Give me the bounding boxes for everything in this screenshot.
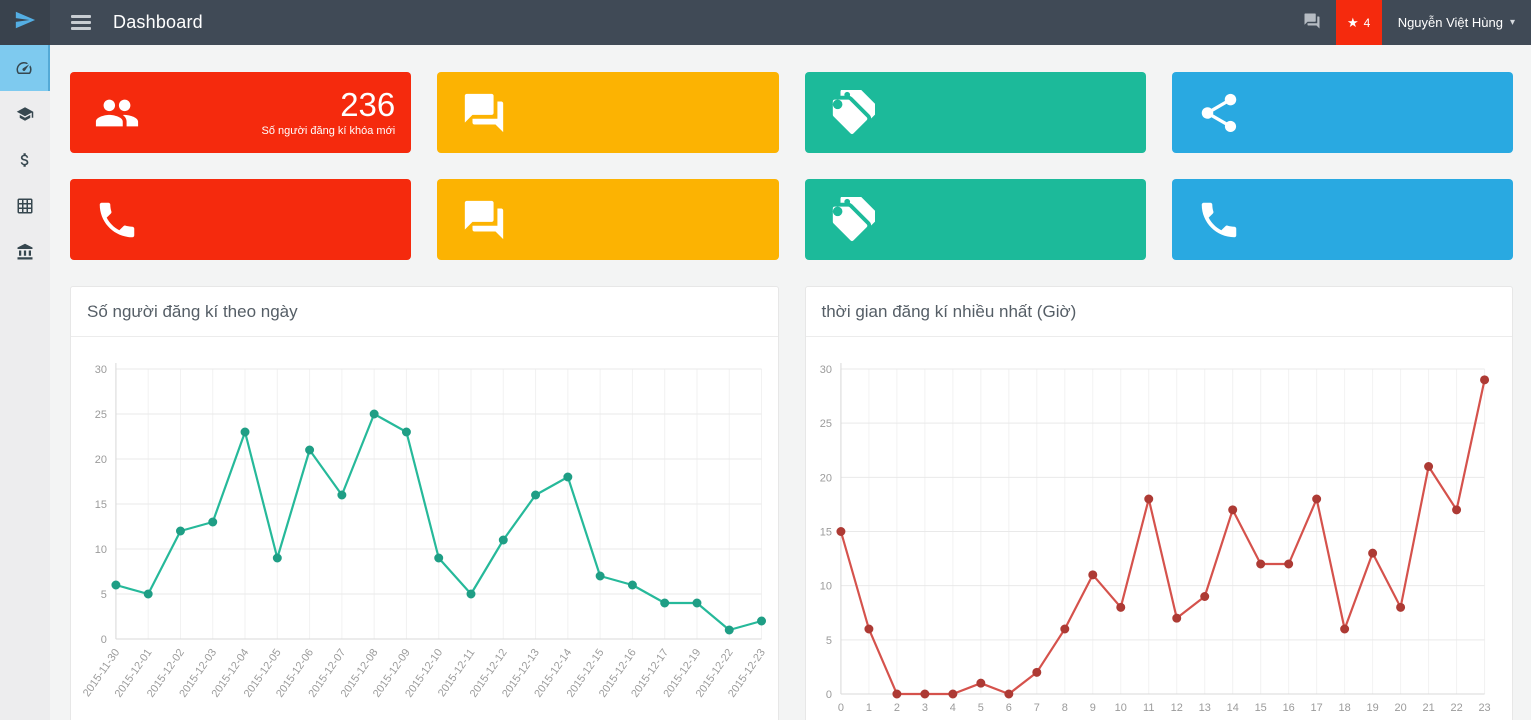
dollar-icon <box>16 151 34 169</box>
svg-text:8: 8 <box>1061 702 1067 714</box>
app-logo[interactable] <box>0 0 50 45</box>
sidebar-item-table[interactable] <box>0 183 50 229</box>
chart-title-daily: Số người đăng kí theo ngày <box>87 302 298 321</box>
sidebar-item-dashboard[interactable] <box>0 45 50 91</box>
svg-text:25: 25 <box>819 418 831 430</box>
comments-icon <box>461 90 507 136</box>
comments-icon <box>461 197 507 243</box>
svg-text:15: 15 <box>819 526 831 538</box>
notification-count: 4 <box>1363 15 1371 30</box>
chart-panels: Số người đăng kí theo ngày 0 5 10 15 20 25 30 2… <box>70 286 1513 720</box>
svg-text:0: 0 <box>825 689 831 701</box>
svg-text:18: 18 <box>1338 702 1350 714</box>
line-chart-daily-registrations[interactable]: 0510152025302015-11-302015-12-012015-12-… <box>71 343 778 720</box>
phone-icon <box>1196 197 1242 243</box>
top-navbar: Dashboard ★ 4 Nguyễn Việt Hùng ▾ <box>0 0 1531 45</box>
sidebar-item-dollar[interactable] <box>0 137 50 183</box>
svg-text:30: 30 <box>95 364 107 376</box>
stat-card-1[interactable]: 236 Số người đăng kí khóa mới <box>70 72 412 153</box>
paper-plane-icon <box>14 9 36 36</box>
comments-icon <box>1303 12 1321 33</box>
stat-cards: 236 Số người đăng kí khóa mới <box>70 72 1513 260</box>
tags-icon <box>828 89 875 136</box>
svg-text:20: 20 <box>1394 702 1406 714</box>
svg-text:0: 0 <box>101 634 107 646</box>
user-name: Nguyễn Việt Hùng <box>1397 15 1503 30</box>
main-content: 236 Số người đăng kí khóa mới Số người đă… <box>50 45 1531 720</box>
svg-text:11: 11 <box>1143 702 1154 714</box>
hamburger-icon <box>71 15 91 18</box>
panel-header: Số người đăng kí theo ngày <box>71 287 778 337</box>
svg-text:21: 21 <box>1422 702 1434 714</box>
svg-text:10: 10 <box>95 544 107 556</box>
svg-text:9: 9 <box>1089 702 1095 714</box>
svg-text:15: 15 <box>1254 702 1266 714</box>
stat-card-2[interactable] <box>437 72 779 153</box>
tags-icon <box>828 196 875 243</box>
svg-text:16: 16 <box>1282 702 1294 714</box>
svg-text:2: 2 <box>893 702 899 714</box>
stat-card-7[interactable] <box>804 179 1146 260</box>
chart-title-hourly: thời gian đăng kí nhiều nhất (Giờ) <box>821 302 1077 321</box>
svg-text:7: 7 <box>1033 702 1039 714</box>
svg-text:10: 10 <box>819 581 831 593</box>
svg-text:14: 14 <box>1226 702 1238 714</box>
caret-down-icon: ▾ <box>1509 17 1515 28</box>
stat-card-6[interactable] <box>437 179 779 260</box>
svg-text:6: 6 <box>1005 702 1011 714</box>
svg-text:15: 15 <box>95 499 107 511</box>
svg-text:5: 5 <box>825 635 831 647</box>
svg-text:5: 5 <box>101 589 107 601</box>
svg-text:12: 12 <box>1170 702 1182 714</box>
svg-text:3: 3 <box>921 702 927 714</box>
svg-text:30: 30 <box>819 364 831 376</box>
svg-text:20: 20 <box>95 454 107 466</box>
stat-card-5[interactable] <box>70 179 412 260</box>
stat-card-3[interactable] <box>804 72 1146 153</box>
messages-button[interactable] <box>1288 0 1336 45</box>
panel-header: thời gian đăng kí nhiều nhất (Giờ) <box>805 287 1512 337</box>
stat-meta: 236 Số người đăng kí khóa mới <box>262 88 396 137</box>
table-icon <box>16 197 34 215</box>
svg-text:22: 22 <box>1450 702 1462 714</box>
page-title: Dashboard <box>113 12 203 32</box>
svg-text:25: 25 <box>95 409 107 421</box>
stat-card-8[interactable] <box>1171 179 1513 260</box>
svg-text:20: 20 <box>819 472 831 484</box>
svg-text:5: 5 <box>977 702 983 714</box>
svg-text:10: 10 <box>1114 702 1126 714</box>
star-icon: ★ <box>1347 15 1359 30</box>
svg-text:17: 17 <box>1310 702 1322 714</box>
share-icon <box>1196 90 1242 136</box>
graduation-cap-icon <box>16 105 34 123</box>
navbar-right: ★ 4 Nguyễn Việt Hùng ▾ <box>1288 0 1531 45</box>
sidebar-item-bank[interactable] <box>0 229 50 275</box>
sidebar-item-graduation-cap[interactable] <box>0 91 50 137</box>
users-icon <box>94 90 140 136</box>
chart-panel-daily: Số người đăng kí theo ngày 0 5 10 15 20 25 30 2… <box>70 286 779 720</box>
svg-text:23: 23 <box>1478 702 1490 714</box>
user-menu[interactable]: Nguyễn Việt Hùng ▾ <box>1382 0 1531 45</box>
stat-label: Số người đăng kí khóa mới <box>261 125 396 137</box>
notifications-badge[interactable]: ★ 4 <box>1335 0 1382 45</box>
svg-text:4: 4 <box>949 702 955 714</box>
sidebar <box>0 45 50 720</box>
svg-text:0: 0 <box>837 702 843 714</box>
chart-panel-hourly: thời gian đăng kí nhiều nhất (Giờ) 0 5 10 1… <box>804 286 1513 720</box>
tachometer-icon <box>15 59 33 77</box>
svg-text:19: 19 <box>1366 702 1378 714</box>
sidebar-toggle-button[interactable] <box>67 11 95 34</box>
phone-icon <box>94 197 140 243</box>
stat-value: 236 <box>340 86 396 123</box>
svg-text:13: 13 <box>1198 702 1210 714</box>
svg-text:1: 1 <box>865 702 871 714</box>
bank-icon <box>16 243 34 261</box>
stat-card-4[interactable] <box>1171 72 1513 153</box>
